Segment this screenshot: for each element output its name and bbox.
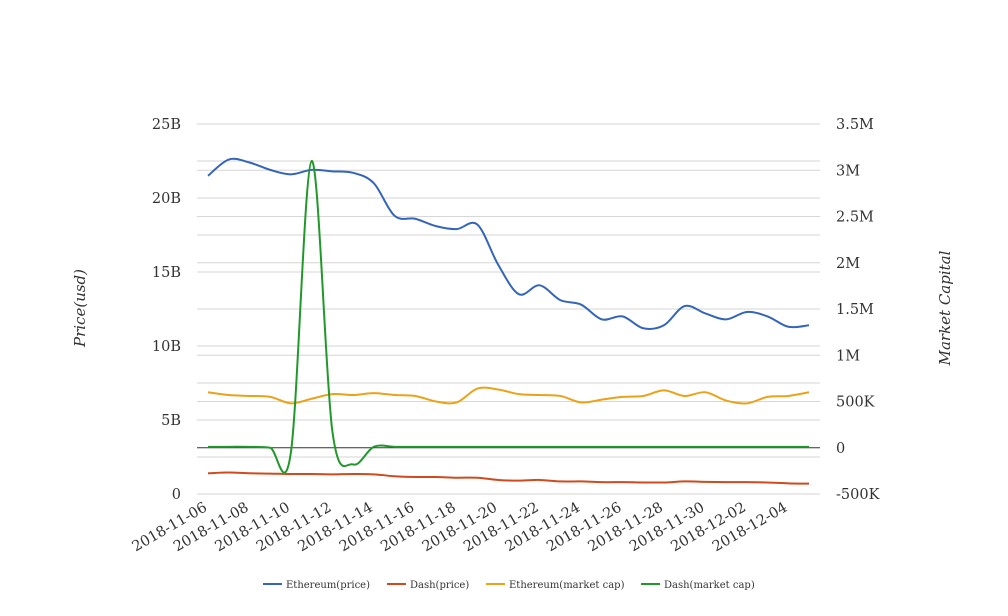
left-tick-label: 25B [152, 117, 181, 133]
left-axis-ticks: 0 5B 10B 15B 20B 25B [152, 117, 181, 503]
legend-item[interactable]: Ethereum(market cap) [486, 580, 625, 591]
left-tick-label: 10B [152, 339, 181, 355]
series-line-dash-price [207, 471, 810, 485]
left-tick-label: 20B [152, 191, 181, 207]
right-tick-label: -500K [836, 487, 881, 503]
x-axis-ticks: 2018-11-062018-11-082018-11-102018-11-12… [130, 500, 791, 556]
right-axis-ticks: -500K 0 500K 1M 1.5M 2M 2.5M 3M 3.5M [836, 117, 881, 503]
series-line-ethereum-market-cap [207, 386, 810, 405]
left-tick-label: 5B [161, 413, 181, 429]
right-tick-label: 3M [836, 163, 860, 179]
legend-label: Ethereum(market cap) [509, 580, 625, 591]
legend: Ethereum(price) Dash(price) Ethereum(marke… [263, 580, 755, 591]
right-tick-label: 1.5M [836, 302, 874, 318]
left-tick-label: 15B [152, 265, 181, 281]
right-tick-label: 500K [836, 395, 876, 411]
series-line-ethereum-price [207, 157, 810, 330]
legend-item[interactable]: Dash(market cap) [641, 580, 755, 591]
left-tick-label: 0 [172, 487, 181, 503]
right-tick-label: 2.5M [836, 210, 874, 226]
legend-label: Dash(market cap) [664, 580, 755, 591]
y-axis-left-title: Price(usd) [71, 269, 89, 348]
legend-item[interactable]: Dash(price) [387, 580, 469, 591]
right-tick-label: 2M [836, 256, 860, 272]
legend-label: Ethereum(price) [286, 580, 370, 591]
legend-label: Dash(price) [410, 580, 469, 591]
series-line-dash-market-cap [208, 159, 809, 474]
series-layer [207, 157, 810, 485]
y-axis-right-title: Market Capital [936, 250, 954, 366]
right-tick-label: 0 [836, 441, 845, 457]
grid-lines [197, 123, 820, 495]
right-tick-label: 1M [836, 348, 860, 364]
legend-item[interactable]: Ethereum(price) [263, 580, 370, 591]
right-tick-label: 3.5M [836, 117, 874, 133]
